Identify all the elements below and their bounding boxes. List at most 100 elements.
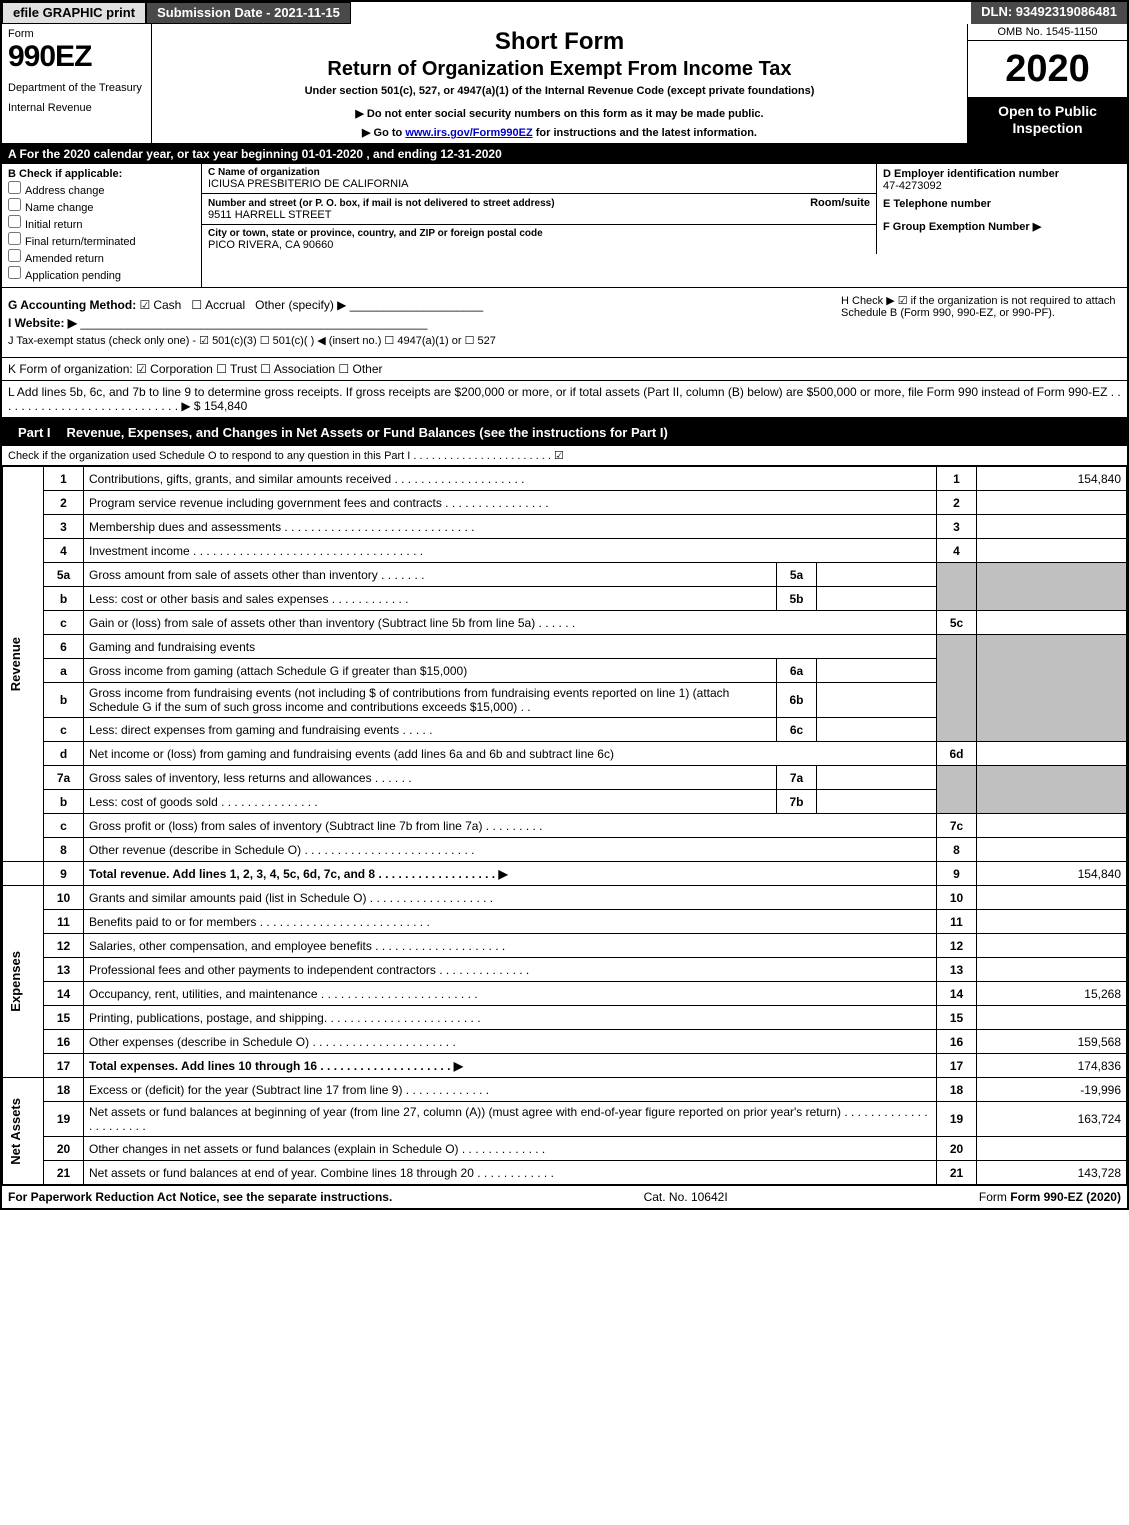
room-suite-label: Room/suite bbox=[810, 197, 870, 209]
l5a-num: 5a bbox=[44, 563, 84, 587]
form-container: efile GRAPHIC print Submission Date - 20… bbox=[0, 0, 1129, 1210]
chk-address-change[interactable]: Address change bbox=[8, 181, 195, 197]
row-l: L Add lines 5b, 6c, and 7b to line 9 to … bbox=[2, 381, 1127, 419]
f-group-label: F Group Exemption Number ▶ bbox=[883, 220, 1121, 233]
l6-desc: Gaming and fundraising events bbox=[84, 635, 937, 659]
g-cash[interactable]: Cash bbox=[140, 298, 182, 312]
l6-num: 6 bbox=[44, 635, 84, 659]
l17-num: 17 bbox=[44, 1054, 84, 1078]
l18-desc: Excess or (deficit) for the year (Subtra… bbox=[84, 1078, 937, 1102]
l6c-num: c bbox=[44, 718, 84, 742]
l7a-sub: 7a bbox=[777, 766, 817, 790]
l12-desc: Salaries, other compensation, and employ… bbox=[84, 934, 937, 958]
l3-numr: 3 bbox=[937, 515, 977, 539]
l6d-val bbox=[977, 742, 1127, 766]
g-other[interactable]: Other (specify) ▶ bbox=[255, 298, 346, 312]
l3-desc: Membership dues and assessments . . . . … bbox=[84, 515, 937, 539]
l9-numr: 9 bbox=[937, 862, 977, 886]
l6c-desc: Less: direct expenses from gaming and fu… bbox=[84, 718, 777, 742]
l3-num: 3 bbox=[44, 515, 84, 539]
l20-desc: Other changes in net assets or fund bala… bbox=[84, 1137, 937, 1161]
l6-shade bbox=[937, 635, 977, 742]
l18-val: -19,996 bbox=[977, 1078, 1127, 1102]
l5a-sub: 5a bbox=[777, 563, 817, 587]
l13-numr: 13 bbox=[937, 958, 977, 982]
l6c-sub: 6c bbox=[777, 718, 817, 742]
rows-ghij: H Check ▶ ☑ if the organization is not r… bbox=[2, 288, 1127, 358]
footer-right: Form Form 990-EZ (2020) bbox=[979, 1190, 1121, 1204]
l8-desc: Other revenue (describe in Schedule O) .… bbox=[84, 838, 937, 862]
chk-application-pending[interactable]: Application pending bbox=[8, 266, 195, 282]
l4-val bbox=[977, 539, 1127, 563]
l10-num: 10 bbox=[44, 886, 84, 910]
omb-number: OMB No. 1545-1150 bbox=[968, 24, 1127, 41]
form-header: Form 990EZ Department of the Treasury In… bbox=[2, 24, 1127, 144]
l7c-val bbox=[977, 814, 1127, 838]
part-i-label: Part I bbox=[10, 423, 59, 442]
l12-num: 12 bbox=[44, 934, 84, 958]
chk-final-return[interactable]: Final return/terminated bbox=[8, 232, 195, 248]
l1-val: 154,840 bbox=[977, 467, 1127, 491]
l7a-subval bbox=[817, 766, 937, 790]
l1-desc: Contributions, gifts, grants, and simila… bbox=[84, 467, 937, 491]
l12-val bbox=[977, 934, 1127, 958]
l5a-desc: Gross amount from sale of assets other t… bbox=[84, 563, 777, 587]
l5b-num: b bbox=[44, 587, 84, 611]
l20-numr: 20 bbox=[937, 1137, 977, 1161]
l5-shade-val bbox=[977, 563, 1127, 611]
l15-num: 15 bbox=[44, 1006, 84, 1030]
l2-numr: 2 bbox=[937, 491, 977, 515]
l8-val bbox=[977, 838, 1127, 862]
l5b-subval bbox=[817, 587, 937, 611]
g-accrual[interactable]: Accrual bbox=[191, 298, 245, 312]
l10-val bbox=[977, 886, 1127, 910]
l6c-subval bbox=[817, 718, 937, 742]
footer-left: For Paperwork Reduction Act Notice, see … bbox=[8, 1190, 392, 1204]
section-b: B Check if applicable: Address change Na… bbox=[2, 164, 202, 287]
submission-date-button[interactable]: Submission Date - 2021-11-15 bbox=[146, 2, 351, 24]
open-to-public: Open to Public Inspection bbox=[968, 97, 1127, 143]
header-mid: Short Form Return of Organization Exempt… bbox=[152, 24, 967, 143]
l7c-numr: 7c bbox=[937, 814, 977, 838]
chk-initial-return[interactable]: Initial return bbox=[8, 215, 195, 231]
l7-shade-val bbox=[977, 766, 1127, 814]
row-k: K Form of organization: ☑ Corporation ☐ … bbox=[2, 358, 1127, 381]
dept-irs: Internal Revenue bbox=[8, 102, 145, 114]
l13-val bbox=[977, 958, 1127, 982]
section-def: D Employer identification number 47-4273… bbox=[877, 164, 1127, 254]
goto-link[interactable]: www.irs.gov/Form990EZ bbox=[405, 127, 532, 139]
l7b-sub: 7b bbox=[777, 790, 817, 814]
l14-numr: 14 bbox=[937, 982, 977, 1006]
l16-numr: 16 bbox=[937, 1030, 977, 1054]
l7b-num: b bbox=[44, 790, 84, 814]
d-ein-label: D Employer identification number bbox=[883, 168, 1121, 180]
l19-numr: 19 bbox=[937, 1102, 977, 1137]
part-i-title: Revenue, Expenses, and Changes in Net As… bbox=[67, 425, 668, 440]
sidebar-netassets: Net Assets bbox=[3, 1078, 44, 1185]
form-number: 990EZ bbox=[8, 40, 145, 74]
l6b-desc: Gross income from fundraising events (no… bbox=[84, 683, 777, 718]
ein-value: 47-4273092 bbox=[883, 180, 1121, 192]
chk-amended-return[interactable]: Amended return bbox=[8, 249, 195, 265]
c-label: C Name of organization bbox=[208, 167, 870, 178]
l4-desc: Investment income . . . . . . . . . . . … bbox=[84, 539, 937, 563]
city-label: City or town, state or province, country… bbox=[208, 228, 870, 239]
l2-num: 2 bbox=[44, 491, 84, 515]
l13-desc: Professional fees and other payments to … bbox=[84, 958, 937, 982]
row-h: H Check ▶ ☑ if the organization is not r… bbox=[841, 294, 1121, 319]
tax-year: 2020 bbox=[968, 41, 1127, 97]
l7b-subval bbox=[817, 790, 937, 814]
return-title: Return of Organization Exempt From Incom… bbox=[162, 58, 957, 81]
l1-numr: 1 bbox=[937, 467, 977, 491]
l17-desc: Total expenses. Add lines 10 through 16 … bbox=[84, 1054, 937, 1078]
chk-name-change[interactable]: Name change bbox=[8, 198, 195, 214]
l17-numr: 17 bbox=[937, 1054, 977, 1078]
l5c-numr: 5c bbox=[937, 611, 977, 635]
l3-val bbox=[977, 515, 1127, 539]
l16-num: 16 bbox=[44, 1030, 84, 1054]
header-left: Form 990EZ Department of the Treasury In… bbox=[2, 24, 152, 143]
efile-print-button[interactable]: efile GRAPHIC print bbox=[2, 2, 146, 24]
l7b-desc: Less: cost of goods sold . . . . . . . .… bbox=[84, 790, 777, 814]
l10-numr: 10 bbox=[937, 886, 977, 910]
l9-num: 9 bbox=[44, 862, 84, 886]
